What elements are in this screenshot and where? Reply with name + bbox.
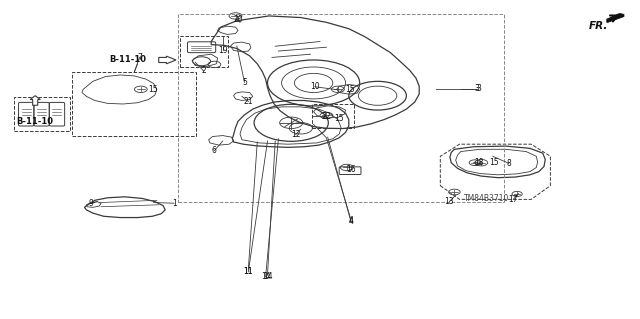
- Text: 10: 10: [310, 82, 320, 91]
- Text: 6: 6: [212, 146, 217, 155]
- Text: B-11-10: B-11-10: [17, 117, 54, 126]
- Text: 14: 14: [262, 272, 273, 281]
- Text: 3: 3: [474, 84, 479, 93]
- Text: 13: 13: [444, 197, 454, 206]
- Text: 8: 8: [506, 159, 511, 168]
- Bar: [180, 36, 228, 67]
- Text: B-11-10: B-11-10: [109, 56, 147, 64]
- Text: FR.: FR.: [589, 20, 608, 31]
- Text: 11: 11: [244, 267, 253, 276]
- Text: 3: 3: [477, 84, 482, 93]
- Text: 17: 17: [508, 195, 518, 204]
- Text: 21: 21: [244, 97, 253, 106]
- Text: 15: 15: [148, 85, 158, 94]
- Bar: [72, 72, 196, 136]
- Text: 11: 11: [244, 267, 253, 276]
- Bar: [312, 104, 354, 128]
- Bar: [178, 14, 504, 202]
- Text: 12: 12: [291, 130, 300, 139]
- Text: 15: 15: [334, 114, 344, 123]
- FancyArrowPatch shape: [609, 15, 618, 21]
- Text: 9: 9: [88, 199, 93, 208]
- Text: 15: 15: [489, 158, 499, 167]
- Text: TM84B3710: TM84B3710: [464, 194, 509, 203]
- Text: 19: 19: [218, 46, 228, 55]
- Polygon shape: [159, 56, 176, 64]
- Text: 16: 16: [346, 165, 356, 174]
- Text: 15: 15: [346, 85, 355, 94]
- Text: 18: 18: [474, 158, 483, 167]
- Polygon shape: [607, 13, 624, 22]
- Text: 4: 4: [348, 217, 353, 226]
- Text: 20: 20: [233, 15, 243, 24]
- Text: 14: 14: [260, 272, 271, 281]
- Text: 5: 5: [242, 78, 247, 87]
- Text: 22: 22: [322, 112, 331, 121]
- Text: 1: 1: [172, 199, 177, 208]
- Text: 7: 7: [137, 53, 142, 62]
- Text: 4: 4: [348, 216, 353, 225]
- Bar: [14, 97, 70, 131]
- Polygon shape: [30, 96, 40, 105]
- Text: 2: 2: [201, 66, 206, 75]
